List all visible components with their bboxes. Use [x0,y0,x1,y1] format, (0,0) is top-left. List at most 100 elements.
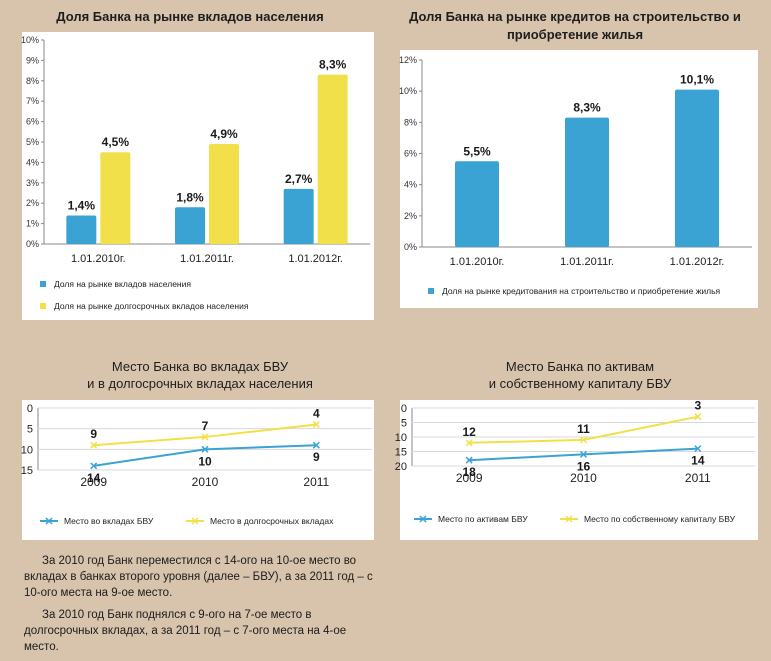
chart1-x-tick-label: 1.01.2011г. [180,253,234,265]
chart1-y-tick-label: 1% [26,219,39,229]
chart4-legend-label-0: Место по активам БВУ [438,514,528,524]
chart4-y-tick-label: 5 [401,418,407,430]
chart2-data-label: 10,1% [680,73,714,87]
chart1-bar-s1-c0 [100,152,131,244]
chart2-title-line2: приобретение жилья [506,27,644,42]
chart4-panel [400,400,758,540]
chart2-title-line1: Доля Банка на рынке кредитов на строител… [409,9,741,24]
chart3-legend-label-1: Место в долгосрочных вкладах [210,516,334,526]
chart3-y-tick-label: 0 [27,403,33,415]
chart1-data-label: 4,9% [210,127,238,141]
chart2-legend-label-0: Доля на рынке кредитования на строительс… [442,286,721,296]
chart1-y-tick-label: 3% [26,178,39,188]
chart1-bar-s0-c1 [175,207,205,244]
chart4-data-label: 18 [462,465,476,479]
paragraph-deposits: За 2010 год Банк переместился с 14-ого н… [24,555,373,599]
chart3-data-label: 9 [90,427,97,441]
chart1-panel [22,32,374,320]
chart4-title-line2: и собственному капиталу БВУ [488,376,672,391]
chart2-y-tick-label: 12% [399,55,417,65]
chart3-x-tick-label: 2009 [80,475,107,489]
chart2-x-tick-label: 1.01.2012г. [670,256,725,268]
chart1-y-tick-label: 9% [26,55,39,65]
chart3-point-s0-0 [90,462,98,470]
chart1-y-tick-label: 4% [26,157,39,167]
chart2-y-tick-label: 0% [404,242,417,252]
chart1-x-tick-label: 1.01.2012г. [288,253,343,265]
chart1-bar-s1-c1 [209,144,239,244]
chart2-x-tick-label: 1.01.2011г. [560,256,614,268]
chart3-point-s1-1 [201,433,209,441]
chart3-data-label: 14 [87,471,101,485]
chart4-data-label: 14 [691,454,705,468]
chart1-legend-swatch-1 [40,303,46,309]
chart4-y-tick-label: 15 [395,447,407,459]
chart4-x-tick-label: 2010 [570,471,597,485]
chart4-point-s0-2 [694,445,702,453]
chart4-title-line1: Место Банка по активам [505,359,655,374]
chart2-data-label: 5,5% [463,144,491,158]
chart4-data-label: 12 [462,425,476,439]
chart2-x-tick-label: 1.01.2010г. [450,256,505,268]
chart4-point-s0-0 [465,456,473,464]
chart3-y-tick-label: 10 [21,444,33,456]
chart1-y-tick-label: 0% [26,239,39,249]
chart1-x-tick-label: 1.01.2010г. [71,253,126,265]
chart2-y-tick-label: 8% [404,117,417,127]
chart2-y-tick-label: 4% [404,180,417,190]
chart1-title: Доля Банка на рынке вкладов населения [56,9,324,24]
chart3-x-tick-label: 2010 [192,475,219,489]
chart4-y-tick-label: 20 [395,461,407,473]
chart4-x-tick-label: 2011 [685,471,711,485]
chart1-y-tick-label: 2% [26,198,39,208]
chart1-data-label: 2,7% [285,172,313,186]
chart4-data-label: 11 [577,422,590,436]
chart1-y-tick-label: 6% [26,117,39,127]
chart3-data-label: 9 [313,450,320,464]
chart3-data-label: 10 [198,454,212,468]
chart2-data-label: 8,3% [573,101,601,115]
chart3-x-tick-label: 2011 [303,475,329,489]
chart2-y-tick-label: 2% [404,211,417,221]
chart1-bar-s0-c0 [66,215,97,244]
chart1-y-tick-label: 8% [26,76,39,86]
chart4-data-label: 3 [694,399,701,413]
chart3-legend-label-0: Место во вкладах БВУ [64,516,154,526]
chart4-x-tick-label: 2009 [456,471,483,485]
chart2-y-tick-label: 10% [399,86,417,96]
chart3-y-tick-label: 5 [27,424,33,436]
chart1-data-label: 1,4% [68,198,96,212]
chart1-legend-swatch-0 [40,281,46,287]
chart4-point-s1-1 [579,436,588,444]
chart1-data-label: 4,5% [102,135,130,149]
chart2-bar-s0-c0 [455,161,499,247]
chart1-legend-label-1: Доля на рынке долгосрочных вкладов насел… [54,301,249,311]
chart3-legend-marker-0 [45,517,53,525]
chart2-bar-s0-c1 [565,117,609,248]
chart2-legend-swatch-0 [428,288,434,294]
chart3-point-s1-0 [90,441,98,449]
chart4-point-s0-1 [579,450,588,458]
chart4-point-s1-2 [694,413,702,421]
chart1-legend-label-0: Доля на рынке вкладов населения [54,279,191,289]
chart4-y-tick-label: 10 [395,432,407,444]
chart1-data-label: 1,8% [176,190,204,204]
chart3-data-label: 7 [202,419,209,433]
chart3-data-label: 4 [313,407,320,421]
chart1-y-tick-label: 5% [26,137,39,147]
chart4-data-label: 16 [577,459,591,473]
chart1-y-tick-label: 10% [21,35,39,45]
chart3-point-s0-2 [312,441,320,449]
chart4-point-s1-0 [465,439,473,447]
commentary: За 2010 год Банк переместился с 14-ого н… [24,553,380,661]
chart4-y-tick-label: 0 [401,403,407,415]
chart3-y-tick-label: 15 [21,465,33,477]
chart3-title-line2: и в долгосрочных вкладах населения [87,376,313,391]
chart1-bar-s0-c2 [283,188,314,244]
chart3-point-s0-1 [201,445,209,453]
chart3-point-s1-2 [312,421,320,429]
chart1-data-label: 8,3% [319,58,347,72]
chart2-y-tick-label: 6% [404,149,417,159]
chart1-bar-s1-c2 [317,74,348,245]
